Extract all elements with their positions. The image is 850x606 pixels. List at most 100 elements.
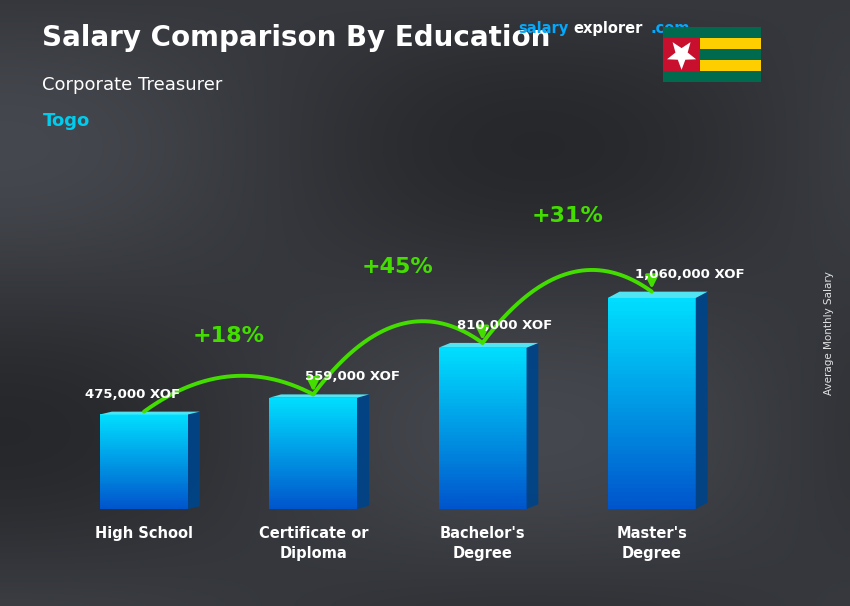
Bar [100,507,188,509]
Bar [269,476,357,478]
Bar [100,499,188,502]
Bar [269,407,357,409]
Bar [608,374,696,378]
Bar [439,454,526,458]
Bar [608,340,696,344]
Bar [439,354,526,358]
Bar [100,431,188,433]
Bar [608,458,696,462]
Bar [269,478,357,480]
Bar [100,435,188,437]
Bar [608,298,696,302]
Bar [608,429,696,433]
Bar [269,420,357,422]
Bar [439,425,526,428]
Bar [608,353,696,357]
Bar [269,496,357,498]
Bar [439,412,526,416]
Bar [608,488,696,492]
Polygon shape [357,395,369,509]
Bar [269,413,357,416]
Bar [439,438,526,441]
Bar [439,480,526,483]
Bar [608,327,696,331]
Bar [608,382,696,387]
Bar [608,433,696,438]
Bar [100,496,188,498]
Bar [100,456,188,458]
Bar [100,447,188,448]
Bar [100,428,188,430]
Bar [439,416,526,419]
Bar [439,422,526,425]
Text: Salary Comparison By Education: Salary Comparison By Education [42,24,551,52]
Bar [608,344,696,348]
Polygon shape [269,395,369,398]
Bar [100,426,188,428]
Bar [439,470,526,473]
Bar [608,416,696,421]
Bar [269,400,357,402]
Bar [439,496,526,499]
Polygon shape [608,291,707,298]
Text: Corporate Treasurer: Corporate Treasurer [42,76,223,94]
Bar [608,395,696,399]
Bar [269,436,357,438]
Bar [439,428,526,431]
Bar [100,482,188,484]
Bar [269,398,357,400]
Bar [608,467,696,471]
Bar [100,501,188,504]
Bar [269,433,357,436]
Bar [608,445,696,450]
Bar [100,481,188,482]
Bar [269,487,357,489]
Bar [439,351,526,355]
Bar [439,441,526,445]
Bar [439,461,526,464]
Bar [439,348,526,351]
Bar [269,418,357,420]
Bar [100,416,188,418]
Bar [100,443,188,445]
Bar [100,458,188,460]
Polygon shape [526,343,538,509]
Bar [269,411,357,413]
Bar [439,361,526,364]
Bar [100,471,188,473]
Bar [608,471,696,475]
Bar [439,493,526,496]
Bar [439,506,526,509]
Bar [100,465,188,467]
Text: 810,000 XOF: 810,000 XOF [457,319,552,332]
Bar [269,458,357,460]
Bar [269,449,357,451]
Bar [100,450,188,452]
Bar [439,473,526,477]
Bar [439,451,526,454]
Text: +45%: +45% [362,258,434,278]
Bar [269,440,357,442]
Bar [608,331,696,336]
Bar [608,391,696,395]
Bar [100,439,188,441]
Bar [269,464,357,467]
Bar [439,487,526,490]
Bar [100,460,188,462]
Bar [100,448,188,450]
Text: .com: .com [650,21,689,36]
Bar [608,387,696,391]
Bar [439,444,526,448]
Bar [608,399,696,404]
Bar [100,477,188,479]
Bar [608,408,696,412]
Bar [100,490,188,492]
Bar [269,462,357,465]
Bar [439,390,526,393]
Bar [100,437,188,439]
Bar [100,464,188,465]
Bar [439,502,526,506]
Polygon shape [439,343,538,348]
Bar [269,456,357,458]
Bar [100,467,188,469]
